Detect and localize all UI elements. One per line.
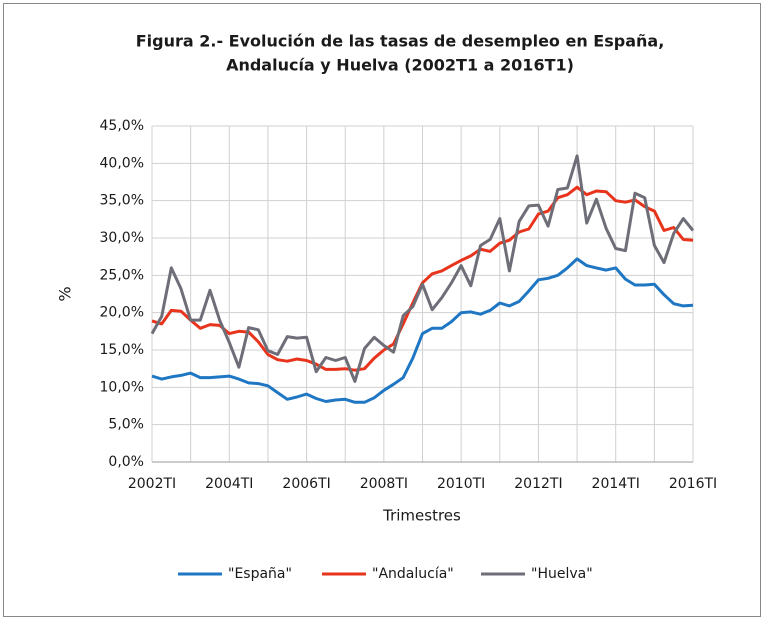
y-tick-label: 20,0%	[100, 305, 144, 321]
legend-label: "Huelva"	[531, 566, 593, 582]
legend-label: "Andalucía"	[372, 566, 454, 582]
y-tick-label: 40,0%	[100, 155, 144, 171]
x-axis-label: Trimestres	[382, 507, 461, 525]
line-series	[151, 257, 694, 404]
y-tick-label: 15,0%	[100, 342, 144, 358]
x-tick-label: 2004TI	[205, 476, 253, 492]
x-tick-label: 2012TI	[514, 476, 562, 492]
x-tick-label: 2014TI	[592, 476, 640, 492]
y-tick-label: 0,0%	[108, 454, 144, 470]
chart-title: Figura 2.- Evolución de las tasas de des…	[136, 32, 665, 51]
y-tick-label: 30,0%	[100, 230, 144, 246]
line-series	[151, 185, 694, 372]
y-tick-label: 25,0%	[100, 267, 144, 283]
legend-label: "España"	[228, 566, 292, 582]
y-axis-label: %	[56, 286, 75, 301]
y-tick-label: 45,0%	[100, 118, 144, 134]
chart-title: Andalucía y Huelva (2002T1 a 2016T1)	[226, 56, 574, 75]
y-tick-label: 10,0%	[100, 379, 144, 395]
x-tick-label: 2010TI	[437, 476, 485, 492]
y-tick-label: 5,0%	[108, 417, 144, 433]
x-tick-label: 2006TI	[282, 476, 330, 492]
frame	[3, 3, 761, 617]
x-tick-label: 2008TI	[360, 476, 408, 492]
y-tick-label: 35,0%	[100, 193, 144, 209]
line-series	[150, 154, 695, 383]
x-tick-label: 2016TI	[669, 476, 717, 492]
x-tick-label: 2002TI	[128, 476, 176, 492]
